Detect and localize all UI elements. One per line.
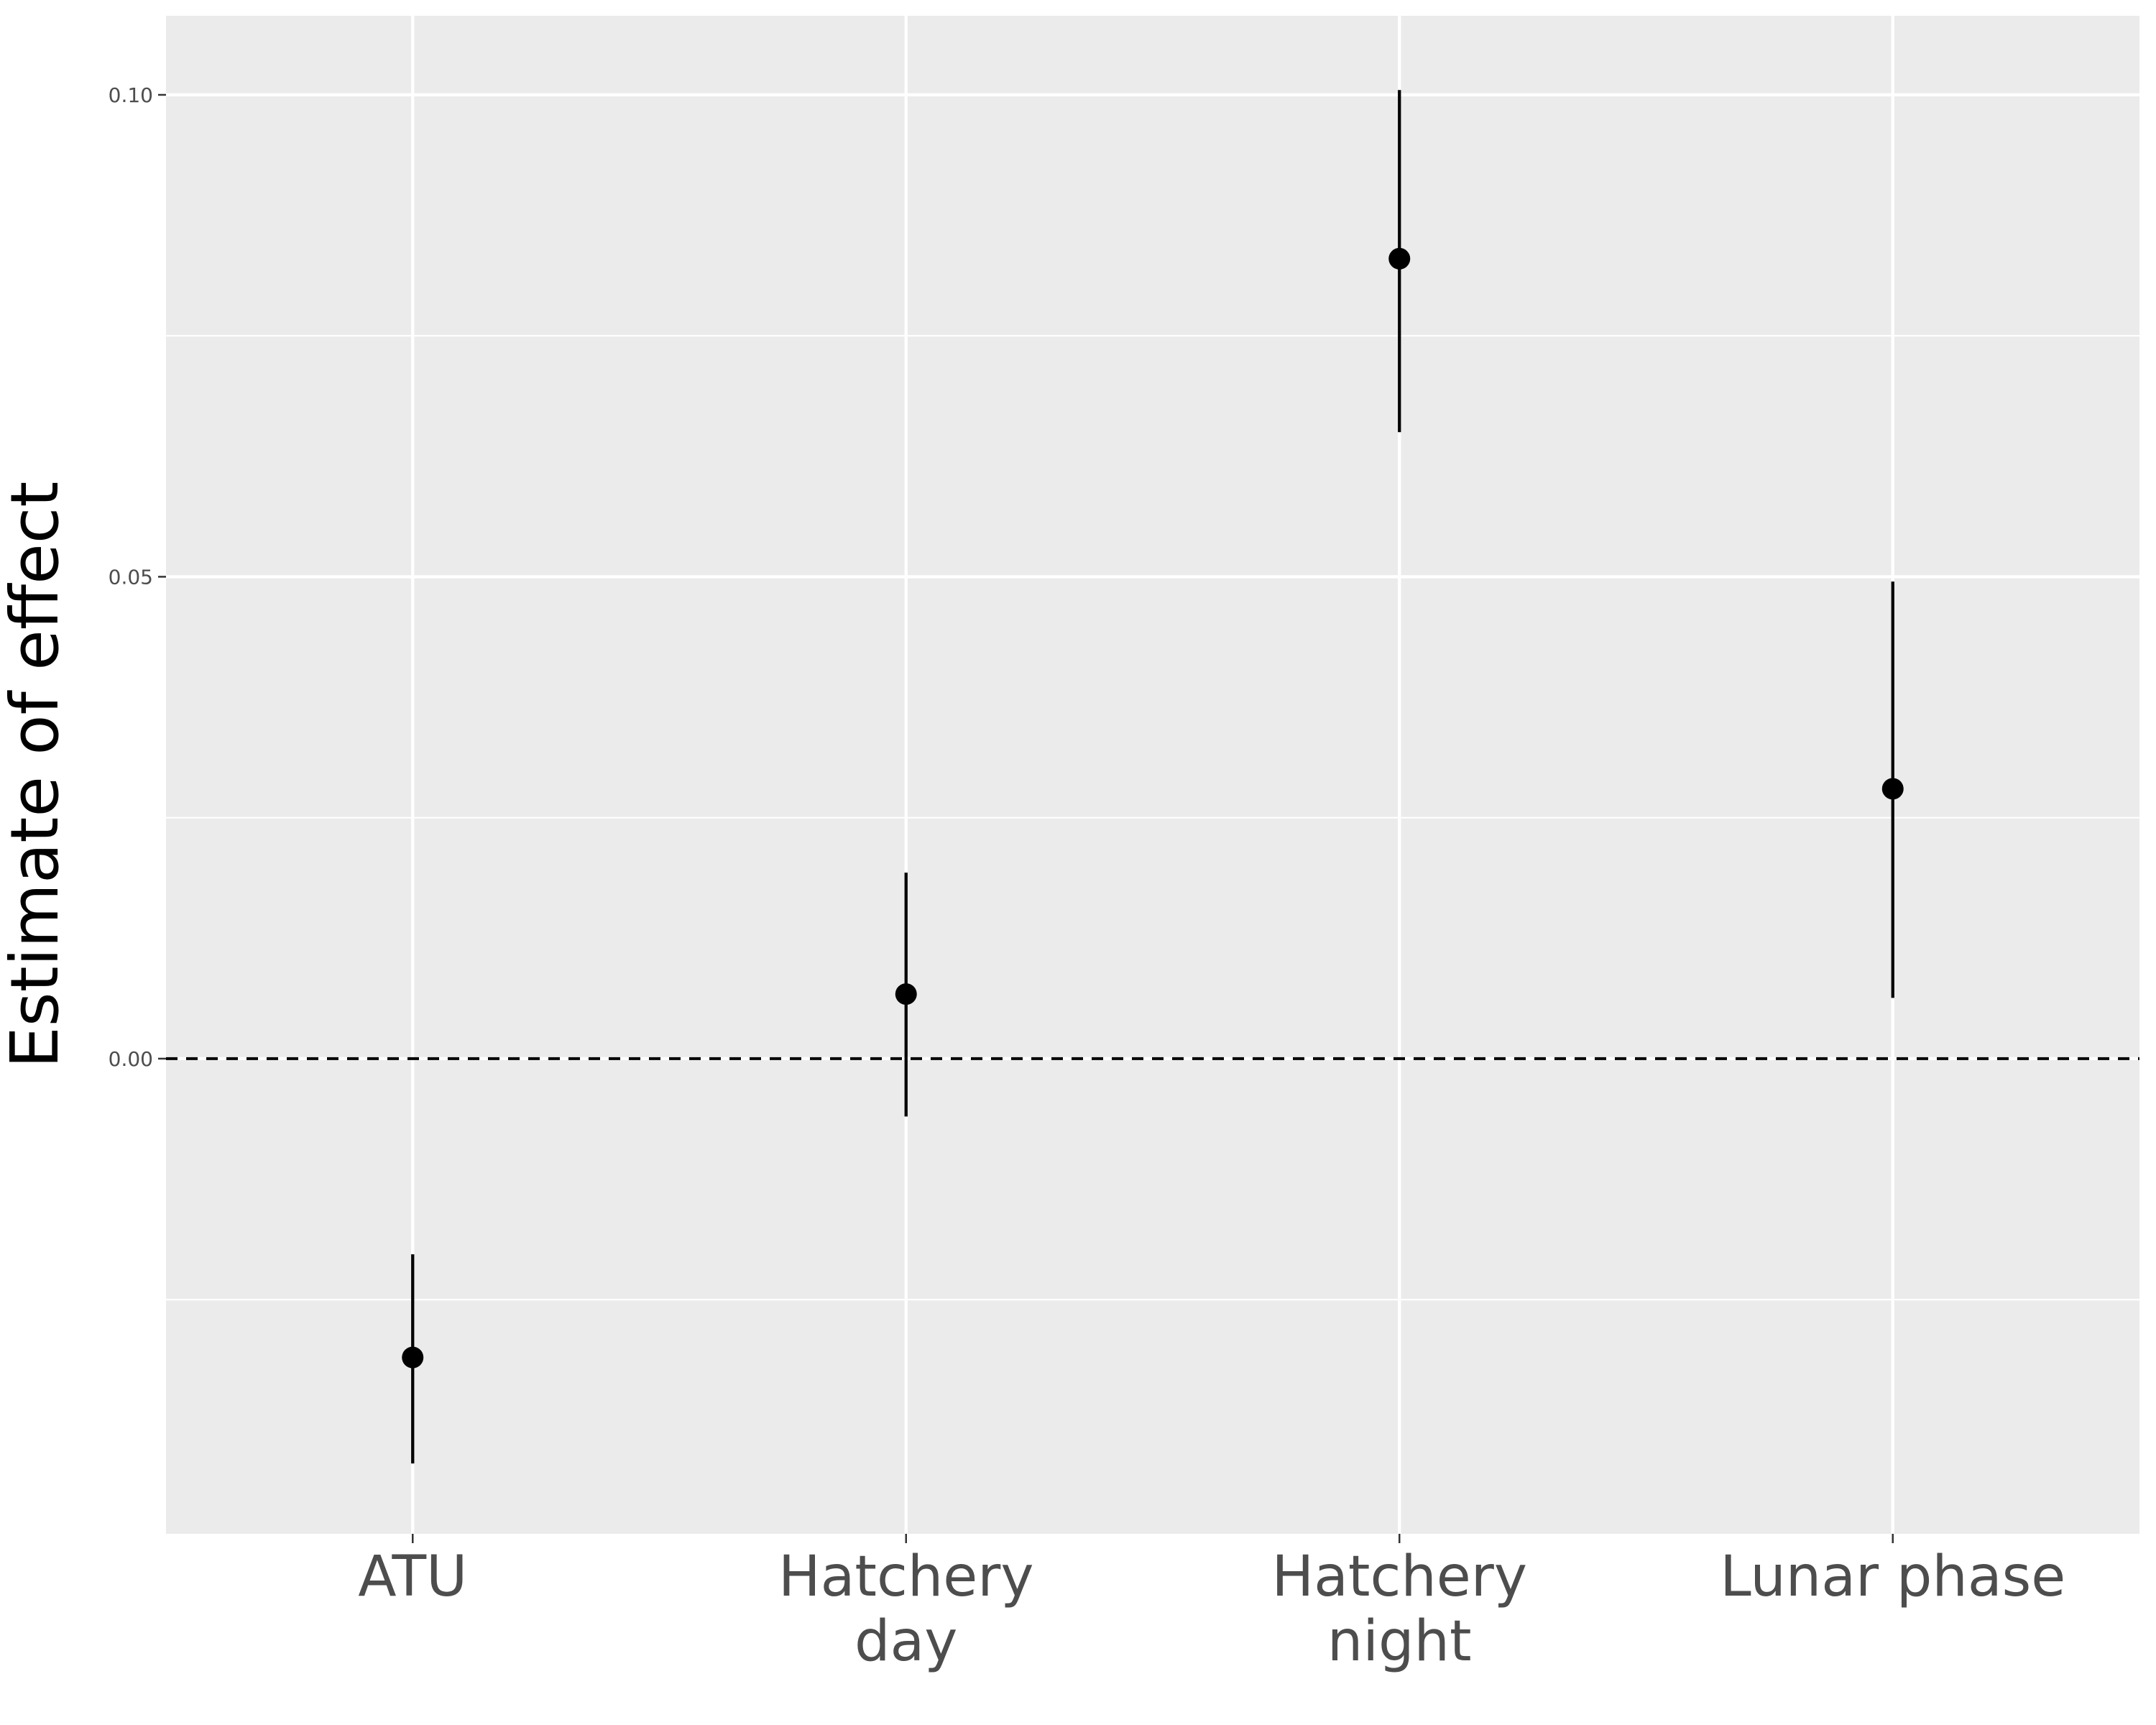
data-point <box>402 1346 424 1368</box>
x-tick-label: Hatchery <box>1271 1545 1527 1609</box>
data-point <box>895 983 917 1006</box>
y-axis-title: Estimate of effect <box>0 482 73 1069</box>
x-tick-label: Hatchery <box>778 1545 1034 1609</box>
x-tick-label: Lunar phase <box>1720 1545 2065 1609</box>
y-tick-label: 0.05 <box>109 565 153 589</box>
x-tick-label: day <box>854 1609 957 1674</box>
x-tick-label: night <box>1327 1609 1472 1674</box>
plot-panel <box>166 16 2139 1534</box>
y-tick-label: 0.00 <box>109 1047 153 1071</box>
y-tick-label: 0.10 <box>109 83 153 107</box>
data-point <box>1388 247 1411 270</box>
x-tick-label: ATU <box>358 1545 467 1609</box>
data-point <box>1881 778 1904 800</box>
